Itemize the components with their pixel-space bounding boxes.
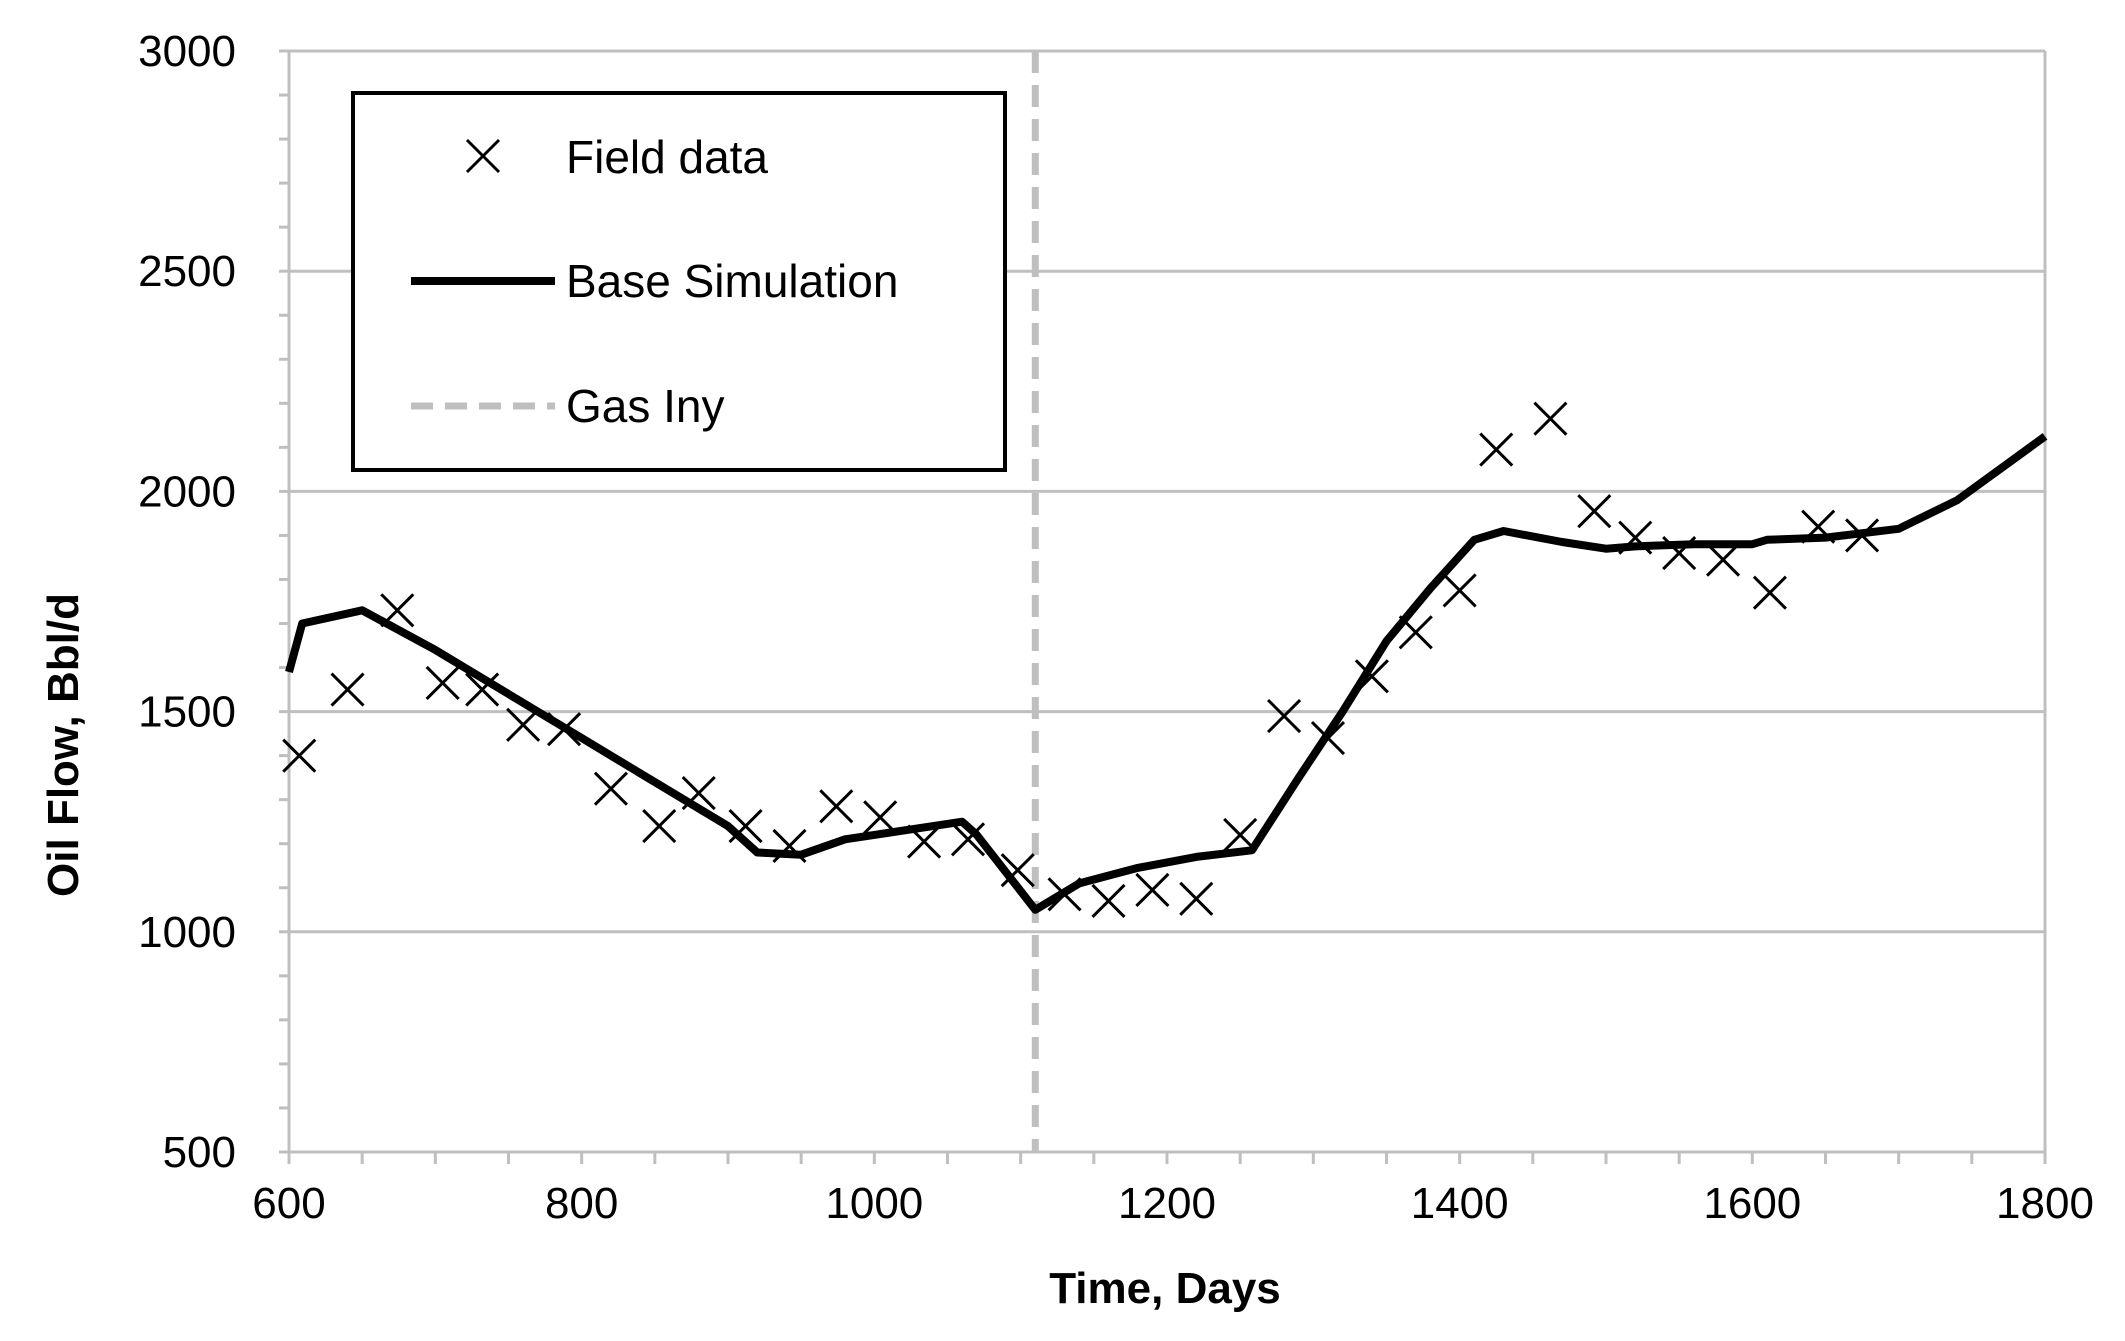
field-data-point-28 [1533,401,1568,436]
x-axis-title: Time, Days [1049,1264,1281,1313]
field-data-point-14 [907,824,942,859]
x-tick-label-1200: 1200 [1118,1179,1216,1228]
field-data-point-24 [1354,659,1389,694]
base-simulation-line [285,433,2048,914]
field-data-point-4 [465,672,500,707]
field-data-layer [282,401,1880,919]
field-data-point-32 [1706,542,1741,577]
y-axis-title: Oil Flow, Bbl/d [39,593,88,897]
y-tick-label-500: 500 [163,1128,236,1177]
x-tick-label-1000: 1000 [825,1179,923,1228]
field-data-point-34 [1801,509,1836,544]
simulation-layer [285,433,2048,914]
x-tick-label-600: 600 [252,1179,325,1228]
field-data-point-8 [642,809,677,844]
field-data-point-6 [547,712,582,747]
legend-base-simulation-label: Base Simulation [566,255,898,307]
field-data-point-18 [1091,883,1126,919]
field-data-point-15 [950,822,986,857]
field-data-point-3 [425,665,460,701]
field-data-point-23 [1310,720,1346,756]
field-data-point-27 [1479,432,1514,467]
field-data-point-21 [1223,817,1258,852]
field-data-point-16 [1000,853,1035,888]
legend-gas-iny-label: Gas Iny [566,380,725,432]
field-data-point-30 [1618,520,1653,555]
y-tick-label-1000: 1000 [138,908,236,957]
field-data-point-7 [593,771,628,806]
tick-labels: 500 1000 1500 2000 2500 3000 600 800 1000 1200 140… [138,27,2094,1228]
field-data-point-33 [1752,575,1787,610]
field-data-point-13 [863,800,898,835]
field-data-point-19 [1135,872,1170,908]
y-tick-label-2500: 2500 [138,247,236,296]
field-data-point-35 [1845,518,1880,553]
field-data-point-5 [506,707,541,742]
legend-field-data-swatch [465,138,501,174]
field-data-point-0 [282,738,317,773]
y-tick-label-1500: 1500 [138,688,236,737]
x-tick-label-1400: 1400 [1411,1179,1509,1228]
legend: Field data Base Simulation Gas Iny [351,91,1007,472]
y-tick-label-2000: 2000 [138,467,236,516]
field-data-point-31 [1662,535,1697,571]
field-data-point-29 [1577,494,1612,529]
y-tick-label-3000: 3000 [138,27,236,76]
field-data-point-22 [1267,698,1302,734]
field-data-point-10 [728,809,763,844]
field-data-point-25 [1398,615,1433,650]
x-tick-label-1800: 1800 [1996,1179,2094,1228]
field-data-point-9 [681,776,716,811]
field-data-point-20 [1179,881,1214,916]
legend-field-data-label: Field data [566,131,768,183]
field-data-point-2 [380,593,415,628]
x-tick-label-800: 800 [545,1179,618,1228]
field-data-point-17 [1047,877,1082,912]
field-data-point-12 [819,789,854,824]
field-data-point-26 [1442,573,1477,608]
x-tick-label-1600: 1600 [1703,1179,1801,1228]
field-data-point-1 [330,672,365,707]
field-data-point-11 [772,828,807,863]
